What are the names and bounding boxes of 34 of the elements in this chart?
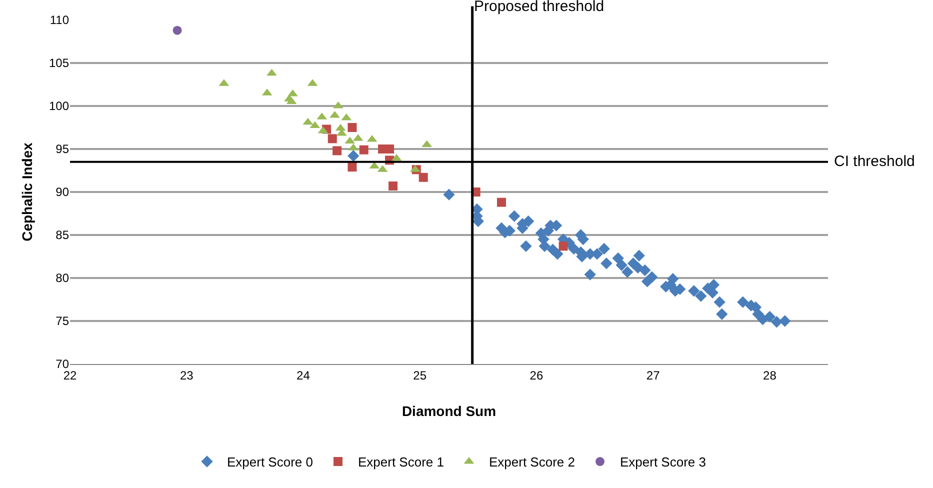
y-tick-label: 90 <box>56 185 70 200</box>
legend-label: Expert Score 3 <box>620 454 706 470</box>
y-tick-label: 95 <box>56 142 70 156</box>
x-tick-label: 27 <box>646 368 660 382</box>
point <box>496 198 506 207</box>
y-tick-label: 105 <box>48 56 70 70</box>
legend-label: Expert Score 1 <box>358 454 444 470</box>
point <box>359 145 368 154</box>
x-tick-label: 26 <box>530 368 544 382</box>
x-tick-label: 25 <box>413 368 427 382</box>
point <box>330 110 340 118</box>
y-tick-label: 85 <box>56 228 70 242</box>
ref-line-label: Proposed threshold <box>474 0 604 15</box>
x-tick-label: 24 <box>296 368 310 382</box>
y-tick-label: 80 <box>56 271 70 286</box>
legend-label: Expert Score 0 <box>227 454 313 470</box>
point <box>332 146 342 156</box>
x-axis-title: Diamond Sum <box>402 403 496 419</box>
point <box>348 123 357 132</box>
point <box>388 181 398 190</box>
point <box>328 134 337 144</box>
y-tick-label: 110 <box>50 13 70 28</box>
ref-line-label: CI threshold <box>834 153 915 170</box>
point <box>288 89 298 96</box>
point <box>266 68 277 76</box>
y-tick-label: 75 <box>56 314 70 328</box>
point <box>418 172 428 182</box>
x-tick-label: 23 <box>180 368 194 382</box>
y-tick-label: 100 <box>48 99 70 114</box>
point <box>348 162 357 172</box>
point <box>558 242 568 251</box>
x-tick-label: 28 <box>763 368 777 382</box>
y-axis-title: Cephalic Index <box>19 142 35 242</box>
legend-label: Expert Score 2 <box>489 454 575 470</box>
